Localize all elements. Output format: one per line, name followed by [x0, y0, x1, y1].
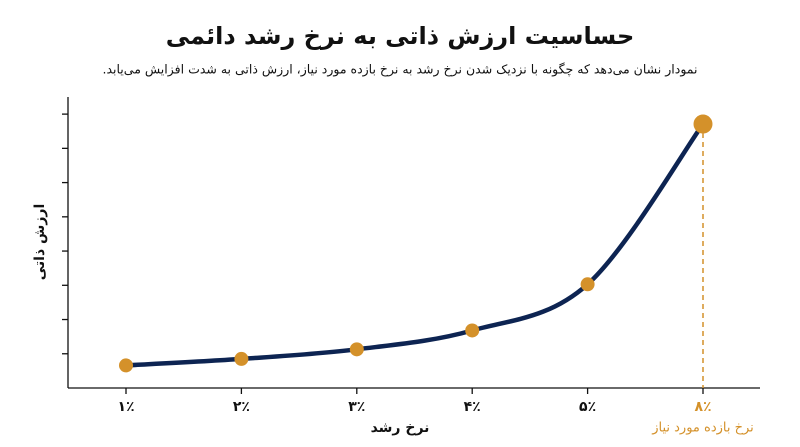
x-axis-label: نرخ رشد [371, 420, 430, 436]
point [580, 277, 595, 292]
x-tick-label: ۵٪ [579, 399, 596, 415]
x-tick-label: ۸٪ [694, 399, 711, 415]
y-axis-label: ارزش ذاتی [32, 204, 48, 281]
x-tick-label: ۱٪ [117, 399, 134, 415]
point [349, 342, 364, 357]
line [123, 121, 706, 368]
annotation: نرخ بازده مورد نیاز [651, 421, 754, 436]
point [465, 323, 480, 338]
x-tick-label: ۴٪ [464, 399, 481, 415]
point [234, 351, 249, 366]
point [119, 358, 133, 373]
x-tick-label: ۲٪ [233, 399, 250, 415]
point [693, 114, 713, 134]
chart-subtitle: نمودار نشان می‌دهد که چگونه با نزدیک شدن… [102, 62, 697, 78]
chart-title: حساسیت ارزش ذاتی به نرخ رشد دائمی [166, 22, 635, 50]
x-tick-label: ۳٪ [348, 399, 365, 415]
